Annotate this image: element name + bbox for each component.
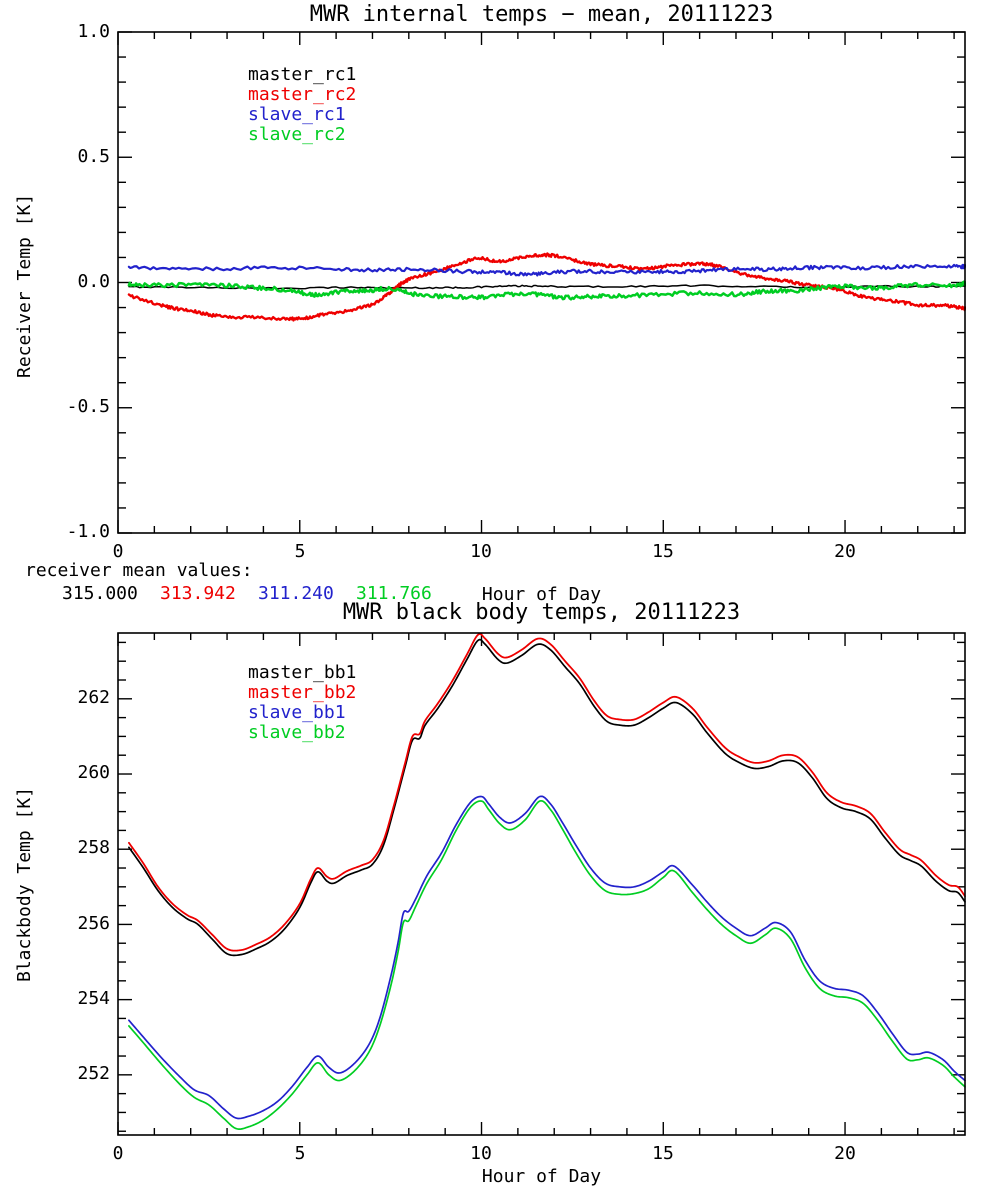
bottom-xtick-label: 20 <box>834 1143 856 1164</box>
chart-0 <box>117 31 966 534</box>
bottom-ytick-label: 252 <box>77 1063 110 1084</box>
receiver-means-label: receiver mean values: <box>25 560 253 581</box>
receiver-mean-value: 311.240 <box>258 583 334 604</box>
legend-master_bb2: master_bb2 <box>248 682 357 703</box>
series-master_bb2 <box>128 633 966 952</box>
bottom-xtick-label: 15 <box>652 1143 674 1164</box>
top-x-axis-label: Hour of Day <box>481 584 602 605</box>
legend-master_rc2: master_rc2 <box>248 84 357 105</box>
top-xtick-label: 0 <box>112 541 124 562</box>
series-slave_rc1 <box>127 263 966 277</box>
legend-master_bb1: master_bb1 <box>248 662 357 683</box>
series-slave_bb2 <box>128 799 966 1130</box>
series-slave_rc2 <box>127 280 966 301</box>
bottom-xtick-label: 5 <box>294 1143 306 1164</box>
plot-frame <box>117 31 966 534</box>
top-xtick-label: 15 <box>652 541 674 562</box>
top-xtick-label: 10 <box>470 541 492 562</box>
legend-slave_rc2: slave_rc2 <box>248 124 346 145</box>
legend-slave_bb2: slave_bb2 <box>248 722 346 743</box>
top-chart-title: MWR internal temps − mean, 20111223 <box>309 2 774 27</box>
legend-slave_rc1: slave_rc1 <box>248 104 346 125</box>
bottom-ytick-label: 262 <box>77 687 110 708</box>
top-y-axis-label: Receiver Temp [K] <box>14 193 35 378</box>
bottom-ytick-label: 254 <box>77 988 110 1009</box>
receiver-mean-value: 311.766 <box>356 583 432 604</box>
legend-master_rc1: master_rc1 <box>248 64 357 85</box>
bottom-chart-title: MWR black body temps, 20111223 <box>342 600 741 625</box>
series-master_bb1 <box>128 638 966 957</box>
series-master_rc1 <box>128 284 966 290</box>
bottom-y-axis-label: Blackbody Temp [K] <box>14 786 35 982</box>
bottom-x-axis-label: Hour of Day <box>481 1166 602 1187</box>
receiver-mean-value: 315.000 <box>62 583 138 604</box>
legend-slave_bb1: slave_bb1 <box>248 702 346 723</box>
top-ytick-label: 0.0 <box>77 271 110 292</box>
top-ytick-label: 0.5 <box>77 146 110 167</box>
top-ytick-label: 1.0 <box>77 21 110 42</box>
bottom-ytick-label: 260 <box>77 762 110 783</box>
bottom-xtick-label: 0 <box>112 1143 124 1164</box>
series-slave_bb1 <box>128 795 966 1120</box>
plot-frame <box>117 632 966 1136</box>
bottom-ytick-label: 256 <box>77 913 110 934</box>
top-ytick-label: -0.5 <box>66 396 110 417</box>
top-xtick-label: 5 <box>294 541 306 562</box>
top-ytick-label: -1.0 <box>66 521 110 542</box>
receiver-mean-value: 313.942 <box>160 583 236 604</box>
chart-1 <box>117 632 966 1136</box>
top-xtick-label: 20 <box>834 541 856 562</box>
bottom-ytick-label: 258 <box>77 837 110 858</box>
bottom-xtick-label: 10 <box>470 1143 492 1164</box>
